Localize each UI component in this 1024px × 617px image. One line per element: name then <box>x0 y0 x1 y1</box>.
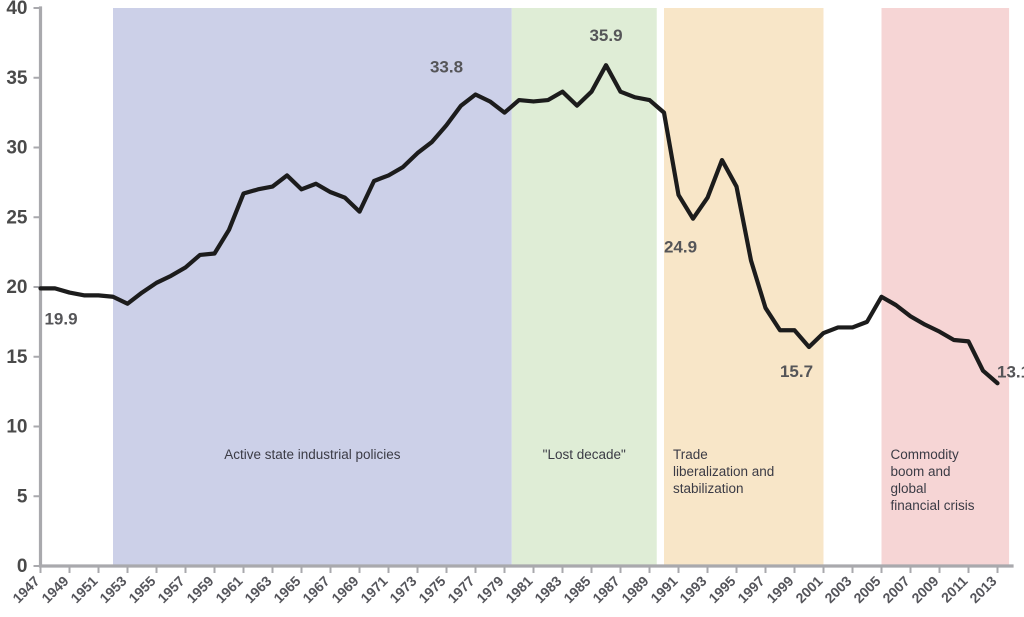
y-tick-label: 35 <box>6 68 28 89</box>
x-tick-label: 1965 <box>270 573 303 606</box>
band-commodity-boom-and-global-financial-crisis <box>881 8 1010 566</box>
band-trade-liberalization-and-stabilization <box>664 8 824 566</box>
x-tick-label: 1947 <box>9 573 42 606</box>
x-tick-label: 1999 <box>763 573 796 606</box>
x-tick-label: 2001 <box>792 573 825 606</box>
annotation-13-1: 13.1 <box>997 362 1024 381</box>
period-bands-layer <box>113 8 1010 566</box>
annotation-15-7: 15.7 <box>780 362 813 381</box>
data-series-layer <box>38 63 1000 386</box>
x-tick-label: 1971 <box>357 573 390 606</box>
band-lost-decade <box>511 8 657 566</box>
x-tick-label: 1993 <box>676 573 709 606</box>
x-tick-label: 1975 <box>415 573 448 606</box>
x-tick-label: 2011 <box>938 573 971 606</box>
x-tick-label: 2007 <box>879 573 912 606</box>
band-label-line: global <box>891 481 927 496</box>
band-label-commodity-boom-and-global-financial-crisis: Commodity boom and global financial crisis <box>891 447 975 513</box>
band-label-line: Trade <box>673 447 708 462</box>
x-tick-label: 1949 <box>38 573 71 606</box>
x-tick-label: 1995 <box>705 573 738 606</box>
band-label-line: Commodity <box>891 447 960 462</box>
y-tick-label: 40 <box>6 0 27 19</box>
annotation-33-8: 33.8 <box>430 57 463 76</box>
band-active-state-industrial-policies <box>113 8 512 566</box>
x-tick-label: 1981 <box>502 573 535 606</box>
annotation-19-9: 19.9 <box>44 309 77 328</box>
y-tick-label: 0 <box>17 556 28 577</box>
x-tick-label: 1957 <box>154 573 187 606</box>
band-labels-layer: Active state industrial policies "Lost de… <box>224 447 975 513</box>
x-tick-label: 1973 <box>386 573 419 606</box>
x-tick-label: 1987 <box>589 573 622 606</box>
x-tick-label: 1961 <box>212 573 245 606</box>
series-line-manufacturing-share-of-gdp <box>38 63 1000 386</box>
annotation-35-9: 35.9 <box>589 26 622 45</box>
y-tick-label: 10 <box>6 417 27 438</box>
y-tick-label: 5 <box>17 486 28 507</box>
x-tick-label: 2009 <box>908 573 941 606</box>
band-label-line: boom and <box>891 464 951 479</box>
x-tick-label: 1991 <box>647 573 680 606</box>
band-label-trade-liberalization-and-stabilization: Trade liberalization and stabilization <box>673 447 774 496</box>
x-tick-label: 2005 <box>850 573 883 606</box>
x-tick-label: 1977 <box>444 573 477 606</box>
x-tick-label: 1979 <box>473 573 506 606</box>
x-tick-label: 1983 <box>531 573 564 606</box>
y-axis-tick-labels: 0 5 10 15 20 25 30 35 40 <box>6 0 41 577</box>
band-label-line: stabilization <box>673 481 744 496</box>
y-tick-label: 30 <box>6 138 27 159</box>
band-label-line: liberalization and <box>673 464 774 479</box>
x-tick-label: 1959 <box>183 573 216 606</box>
x-tick-label: 1955 <box>125 573 158 606</box>
y-tick-label: 20 <box>6 277 27 298</box>
annotation-24-9: 24.9 <box>664 238 697 257</box>
y-tick-label: 25 <box>6 207 28 228</box>
band-label-active-state-industrial-policies: Active state industrial policies <box>224 447 401 462</box>
x-tick-label: 1951 <box>67 573 100 606</box>
band-label-line: Active state industrial policies <box>224 447 401 462</box>
x-tick-label: 1989 <box>618 573 651 606</box>
data-point-annotations-layer: 19.9 33.8 35.9 24.9 15.7 13.1 <box>44 26 1024 381</box>
x-tick-label: 1997 <box>734 573 767 606</box>
x-tick-label: 1953 <box>96 573 129 606</box>
band-label-line: financial crisis <box>891 498 975 513</box>
x-tick-label: 1963 <box>241 573 274 606</box>
x-axis-tick-labels: 1947194919511953195519571959196119631965… <box>9 566 1000 606</box>
x-tick-label: 1967 <box>299 573 332 606</box>
x-tick-label: 2003 <box>821 573 854 606</box>
band-label-line: "Lost decade" <box>543 447 626 462</box>
band-label-lost-decade: "Lost decade" <box>543 447 626 462</box>
y-tick-label: 15 <box>6 347 28 368</box>
x-tick-label: 1969 <box>328 573 361 606</box>
x-tick-label: 1985 <box>560 573 593 606</box>
x-tick-label: 2013 <box>966 573 999 606</box>
